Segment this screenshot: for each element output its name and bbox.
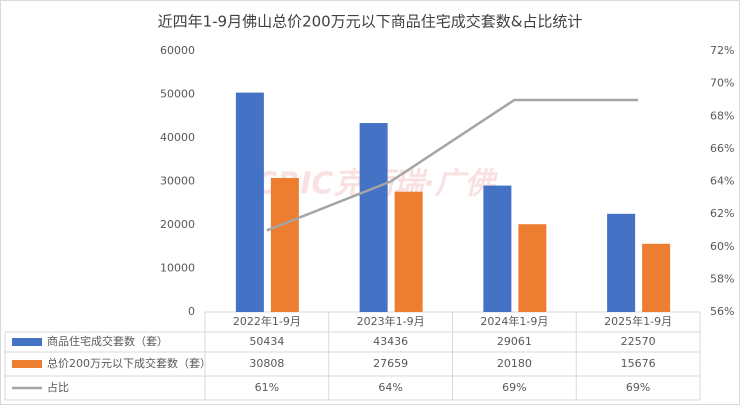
bar [359,123,388,312]
table-cell: 43436 [373,335,408,348]
legend-swatch [12,338,42,346]
bar [483,185,512,312]
line [266,98,639,232]
y-tick-label: 20000 [160,218,195,231]
y2-tick-label: 58% [710,272,734,285]
y-tick-label: 50000 [160,88,195,101]
table-cell: 69% [502,381,526,394]
bar [394,191,423,312]
table-cell: 50434 [249,335,284,348]
table-cell: 22570 [621,335,656,348]
y-tick-label: 30000 [160,175,195,188]
y-tick-label: 10000 [160,262,195,275]
y2-tick-label: 60% [710,240,734,253]
y2-tick-label: 70% [710,77,734,90]
legend-label: 占比 [47,380,69,394]
bar [607,213,636,312]
bar [270,177,299,312]
table-cell: 30808 [249,357,284,370]
bar [642,243,671,312]
table-cell: 20180 [497,357,532,370]
legend-swatch [12,360,42,368]
legend-label: 总价200万元以下成交套数（套） [47,356,211,370]
x-tick-label: 2022年1-9月 [233,314,301,328]
y-tick-label: 60000 [160,44,195,57]
y2-tick-label: 72% [710,44,734,57]
bar [235,92,264,313]
chart-title: 近四年1-9月佛山总价200万元以下商品住宅成交套数&占比统计 [158,13,583,31]
bar [518,224,547,312]
x-tick-label: 2024年1-9月 [480,314,548,328]
y2-tick-label: 64% [710,175,734,188]
y2-tick-label: 66% [710,142,734,155]
y-tick-label: 0 [188,305,195,318]
legend-label: 商品住宅成交套数（套） [47,334,168,348]
y2-tick-label: 62% [710,207,734,220]
table-cell: 15676 [621,357,656,370]
x-tick-label: 2025年1-9月 [604,314,672,328]
y2-tick-label: 56% [710,305,734,318]
x-tick-label: 2023年1-9月 [357,314,425,328]
table-cell: 61% [255,381,279,394]
table-cell: 27659 [373,357,408,370]
y-tick-label: 40000 [160,131,195,144]
table-cell: 69% [626,381,650,394]
table-cell: 29061 [497,335,532,348]
y2-tick-label: 68% [710,109,734,122]
table-cell: 64% [378,381,402,394]
